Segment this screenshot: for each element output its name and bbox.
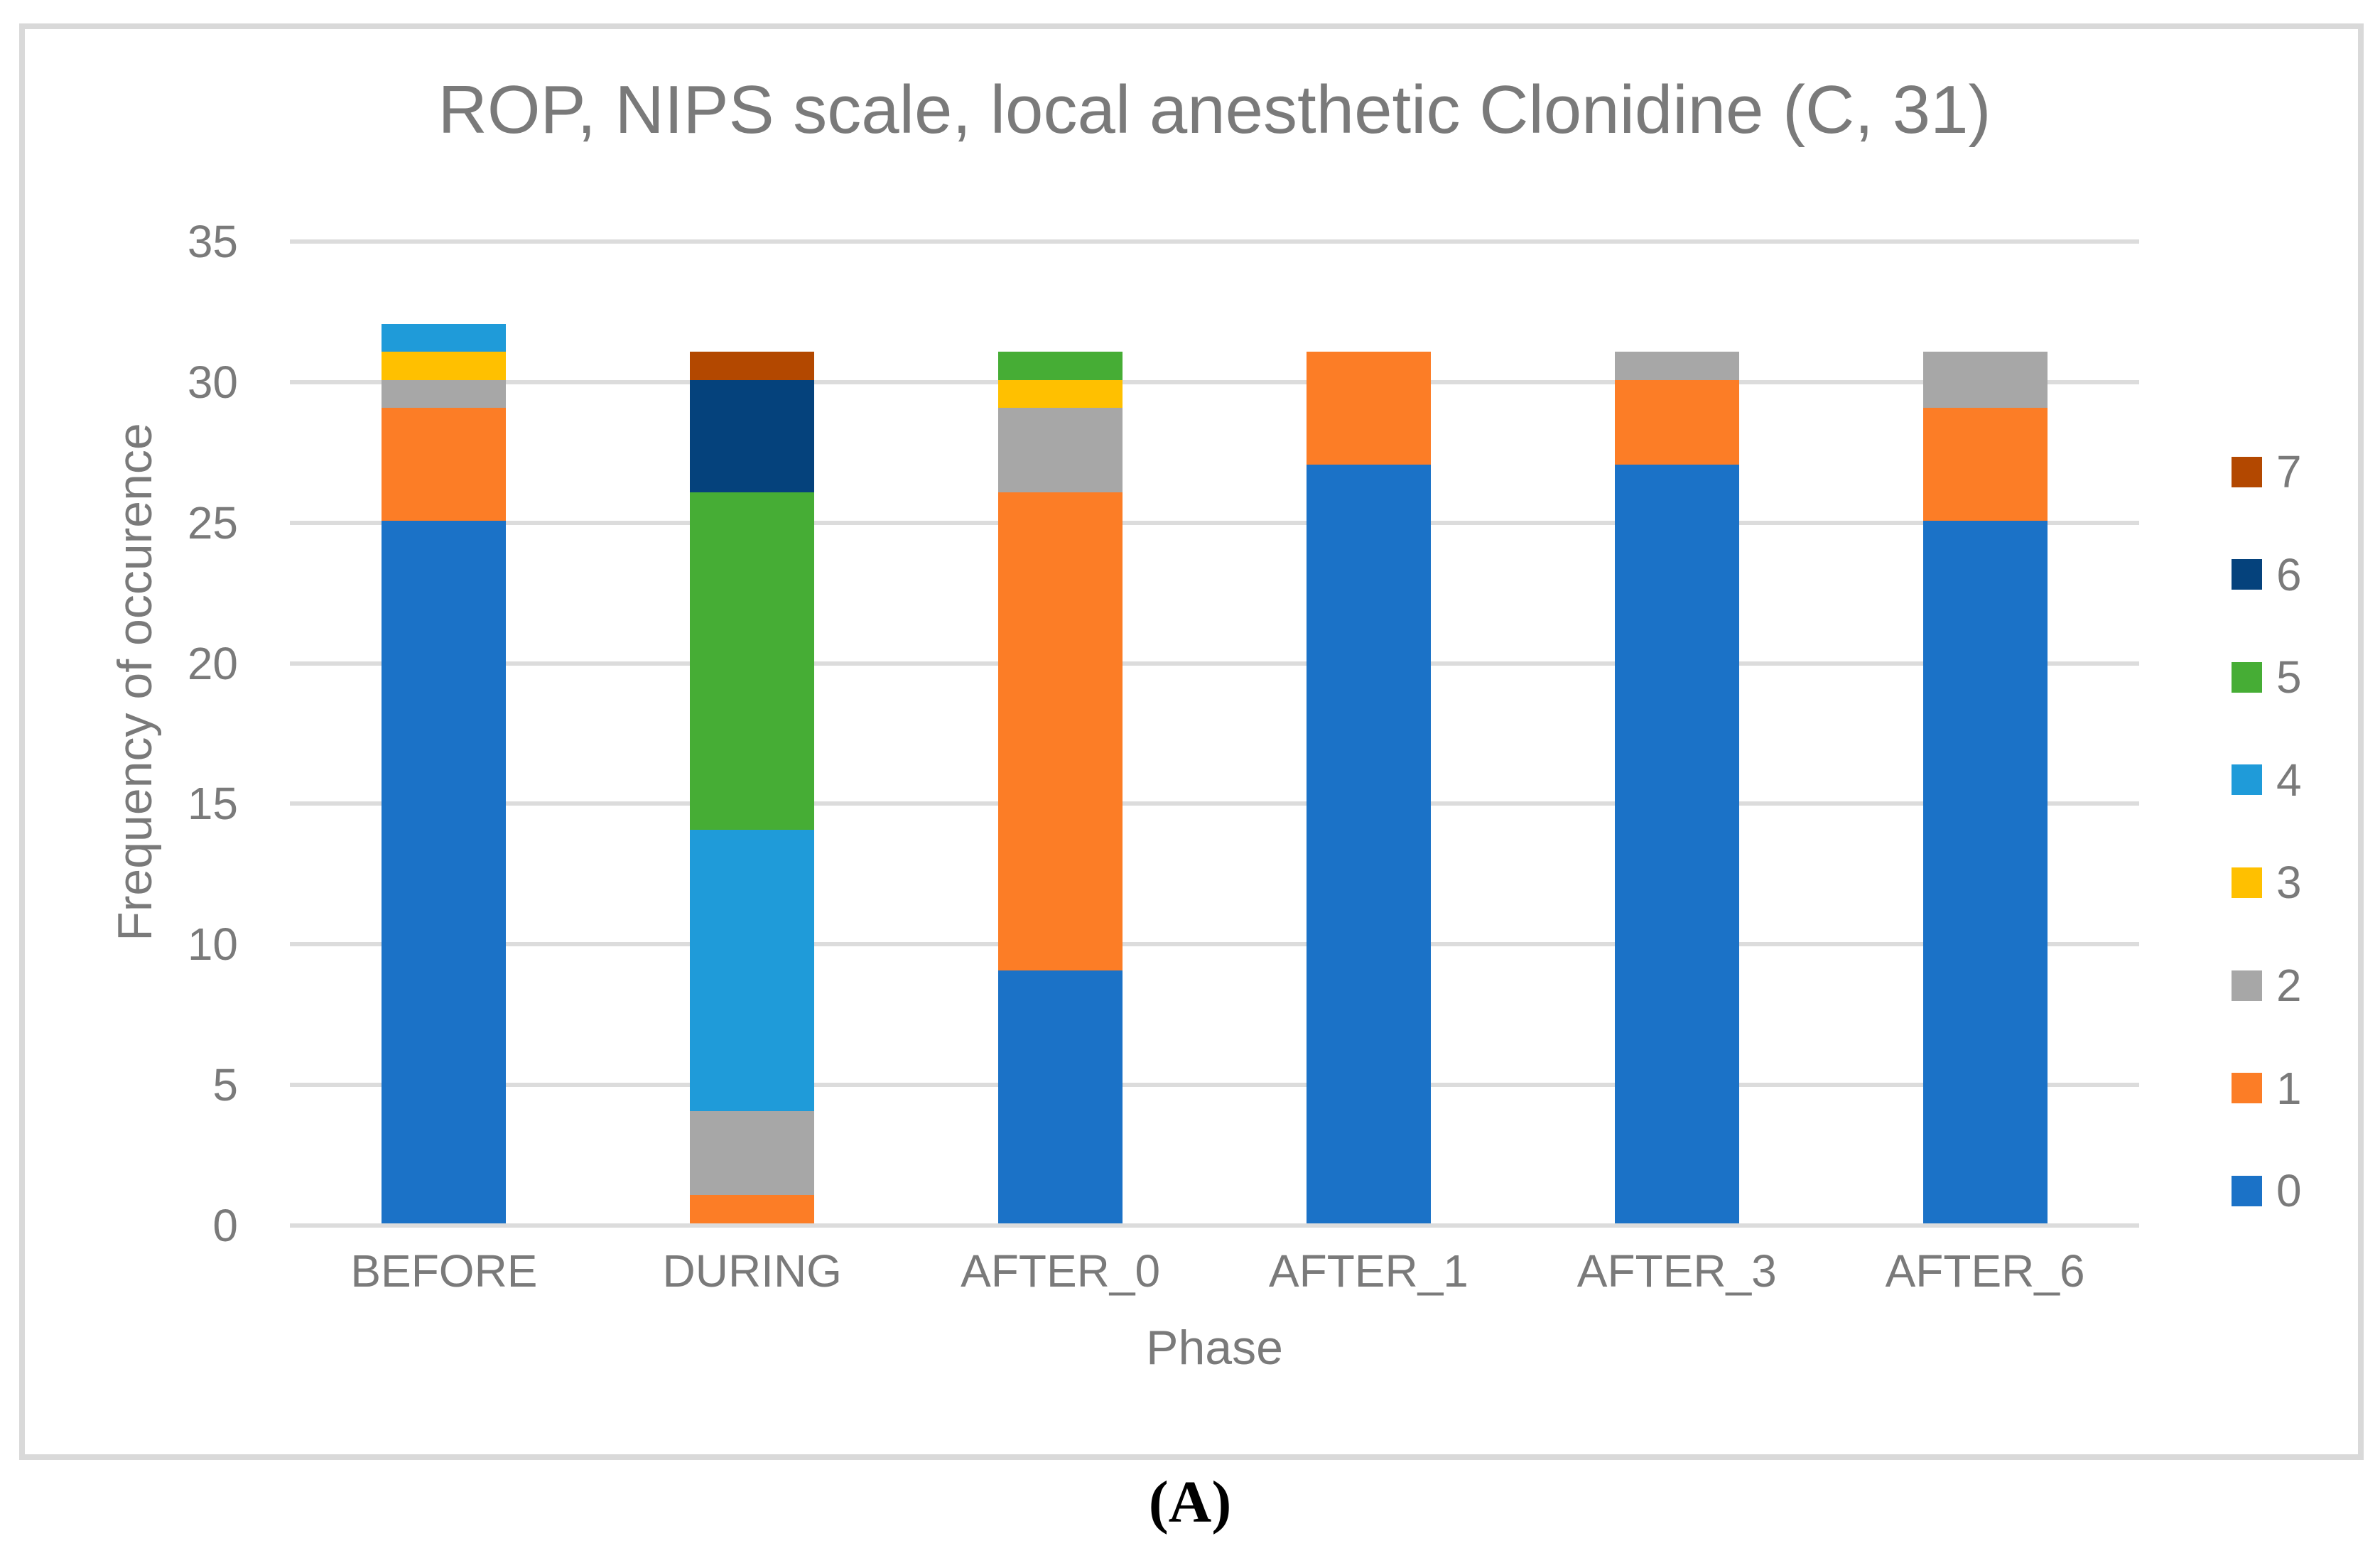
gridline-y5 — [290, 1083, 2139, 1088]
legend-label-score3: 3 — [2276, 857, 2302, 909]
bar-after_6 — [1922, 352, 2048, 1223]
legend-swatch-score6 — [2232, 559, 2262, 590]
bar-segment-after_6-score1 — [1922, 408, 2048, 521]
x-tick-label-after_3: AFTER_3 — [1576, 1245, 1777, 1297]
gridline-y10 — [290, 942, 2139, 947]
legend-swatch-score3 — [2232, 867, 2262, 898]
legend-label-score2: 2 — [2276, 960, 2302, 1011]
legend-label-score5: 5 — [2276, 651, 2302, 703]
bar-segment-before-score0 — [382, 520, 507, 1223]
bar-segment-during-score6 — [690, 379, 815, 493]
bar-segment-after_3-score1 — [1614, 379, 1739, 465]
x-axis-title: Phase — [1146, 1321, 1283, 1375]
bar-before — [382, 323, 507, 1223]
legend-label-score6: 6 — [2276, 548, 2302, 600]
x-tick-label-after_1: AFTER_1 — [1268, 1245, 1468, 1297]
legend-swatch-score5 — [2232, 661, 2262, 693]
legend-item-score2: 2 — [2232, 960, 2302, 1011]
legend-item-score6: 6 — [2232, 548, 2302, 600]
plot-area — [290, 239, 2139, 1228]
gridline-y25 — [290, 520, 2139, 525]
bar-segment-during-score5 — [690, 492, 815, 831]
bar-segment-during-score1 — [690, 1195, 815, 1223]
y-tick-label-15: 15 — [187, 778, 238, 830]
bar-segment-before-score1 — [382, 408, 507, 521]
legend-label-score0: 0 — [2276, 1165, 2302, 1217]
y-tick-label-35: 35 — [187, 216, 238, 267]
gridline-y0 — [290, 1223, 2139, 1228]
bar-during — [690, 352, 815, 1223]
legend-swatch-score2 — [2232, 970, 2262, 1001]
bar-segment-after_6-score0 — [1922, 520, 2048, 1223]
y-tick-label-0: 0 — [212, 1200, 238, 1251]
legend-item-score1: 1 — [2232, 1062, 2302, 1114]
legend-item-score0: 0 — [2232, 1165, 2302, 1217]
bar-segment-after_1-score1 — [1306, 352, 1431, 465]
y-tick-label-25: 25 — [187, 497, 238, 548]
bar-segment-after_0-score5 — [998, 352, 1123, 380]
legend-swatch-score7 — [2232, 456, 2262, 487]
bar-segment-after_0-score1 — [998, 492, 1123, 970]
x-tick-label-during: DURING — [662, 1245, 842, 1297]
legend-label-score4: 4 — [2276, 754, 2302, 806]
x-tick-label-before: BEFORE — [350, 1245, 538, 1297]
bar-segment-after_3-score2 — [1614, 352, 1739, 380]
y-tick-label-10: 10 — [187, 919, 238, 970]
y-tick-label-20: 20 — [187, 637, 238, 689]
gridline-y15 — [290, 801, 2139, 806]
bar-segment-before-score3 — [382, 352, 507, 380]
bar-after_0 — [998, 352, 1123, 1223]
legend-item-score7: 7 — [2232, 446, 2302, 497]
bar-segment-after_0-score3 — [998, 379, 1123, 409]
legend-swatch-score1 — [2232, 1073, 2262, 1104]
x-tick-label-after_6: AFTER_6 — [1885, 1245, 2085, 1297]
bar-segment-before-score4 — [382, 323, 507, 352]
bar-segment-during-score4 — [690, 830, 815, 1111]
legend-swatch-score0 — [2232, 1175, 2262, 1206]
y-tick-label-30: 30 — [187, 356, 238, 408]
bar-segment-before-score2 — [382, 379, 507, 409]
x-tick-label-after_0: AFTER_0 — [961, 1245, 1161, 1297]
bar-segment-after_0-score2 — [998, 408, 1123, 493]
legend-item-score5: 5 — [2232, 651, 2302, 703]
y-tick-label-5: 5 — [212, 1059, 238, 1111]
bar-segment-during-score2 — [690, 1110, 815, 1196]
bar-segment-after_0-score0 — [998, 970, 1123, 1223]
bar-segment-after_3-score0 — [1614, 464, 1739, 1223]
gridline-y20 — [290, 661, 2139, 666]
legend-item-score4: 4 — [2232, 754, 2302, 806]
bar-segment-during-score7 — [690, 352, 815, 380]
bar-after_3 — [1614, 352, 1739, 1223]
legend-label-score1: 1 — [2276, 1062, 2302, 1114]
chart-title: ROP, NIPS scale, local anesthetic Clonid… — [438, 72, 1991, 148]
bar-after_1 — [1306, 352, 1431, 1223]
gridline-y30 — [290, 379, 2139, 384]
legend-label-score7: 7 — [2276, 446, 2302, 497]
bar-segment-after_6-score2 — [1922, 352, 2048, 409]
figure-caption: (A) — [1148, 1469, 1232, 1535]
legend-item-score3: 3 — [2232, 857, 2302, 909]
bar-segment-after_1-score0 — [1306, 464, 1431, 1223]
gridline-y35 — [290, 239, 2139, 244]
legend-swatch-score4 — [2232, 764, 2262, 796]
